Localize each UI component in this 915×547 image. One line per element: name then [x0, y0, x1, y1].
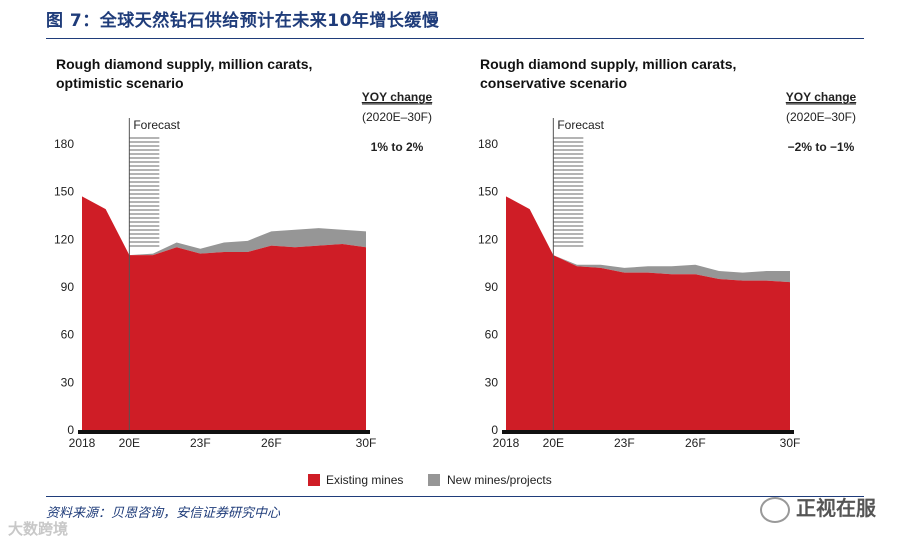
source-note: 资料来源：贝恩咨询，安信证券研究中心	[46, 506, 281, 521]
x-tick-label: 30F	[356, 436, 377, 448]
y-tick-label: 90	[485, 280, 499, 294]
chart-title-line2: optimistic scenario	[56, 75, 184, 91]
y-tick-label: 0	[67, 423, 74, 437]
forecast-label: Forecast	[557, 118, 604, 132]
legend-swatch-existing	[308, 474, 320, 486]
chart-title: Rough diamond supply, million carats, op…	[56, 55, 312, 93]
yoy-period: (2020E–30F)	[786, 110, 856, 124]
legend-label-new: New mines/projects	[447, 473, 552, 487]
footer-divider	[46, 496, 864, 497]
y-tick-label: 30	[61, 375, 75, 389]
yoy-value: 1% to 2%	[371, 140, 424, 154]
chart-title: Rough diamond supply, million carats, co…	[480, 55, 736, 93]
x-tick-label: 26F	[685, 436, 706, 448]
x-tick-label: 2018	[493, 436, 520, 448]
y-tick-label: 150	[54, 185, 74, 199]
area-series-new-mines	[506, 196, 790, 283]
y-tick-label: 150	[478, 185, 498, 199]
yoy-header: YOY change	[362, 90, 433, 104]
x-tick-label: 26F	[261, 436, 282, 448]
x-axis-line	[502, 430, 794, 434]
chart-panel-conservative: Rough diamond supply, million carats, co…	[470, 48, 860, 448]
x-tick-label: 2018	[69, 436, 96, 448]
chart-title-line1: Rough diamond supply, million carats,	[480, 56, 737, 72]
y-tick-label: 120	[54, 232, 74, 246]
y-tick-label: 60	[61, 328, 75, 342]
yoy-period: (2020E–30F)	[362, 110, 432, 124]
y-tick-label: 0	[491, 423, 498, 437]
chart-title-line2: conservative scenario	[480, 75, 628, 91]
x-tick-label: 23F	[614, 436, 635, 448]
area-series-existing-mines	[506, 196, 790, 430]
area-series-existing-mines	[82, 196, 366, 430]
y-tick-label: 30	[485, 375, 499, 389]
watermark-right: 正视在服	[760, 492, 876, 523]
area-chart-optimistic: Forecast 0 30 60 90 120 150 180 2018 20E 23F 26F 30F…	[54, 90, 433, 448]
y-tick-label: 180	[54, 137, 74, 151]
title-divider	[46, 38, 864, 39]
x-tick-label: 20E	[543, 436, 564, 448]
y-tick-label: 180	[478, 137, 498, 151]
yoy-header: YOY change	[786, 90, 857, 104]
y-tick-label: 90	[61, 280, 75, 294]
wechat-icon	[760, 496, 790, 523]
forecast-label: Forecast	[133, 118, 180, 132]
chart-panel-optimistic: Rough diamond supply, million carats, op…	[46, 48, 436, 448]
x-tick-label: 30F	[780, 436, 801, 448]
chart-title-line1: Rough diamond supply, million carats,	[56, 56, 313, 72]
watermark-right-text: 正视在服	[796, 498, 876, 520]
watermark-left: 大数跨境	[8, 521, 69, 538]
y-tick-label: 120	[478, 232, 498, 246]
legend-label-existing: Existing mines	[326, 473, 404, 487]
figure-title: 图 7：全球天然钻石供给预计在未来10年增长缓慢	[46, 11, 440, 31]
y-tick-label: 60	[485, 328, 499, 342]
x-tick-label: 23F	[190, 436, 211, 448]
yoy-value: −2% to −1%	[788, 140, 855, 154]
area-chart-conservative: Forecast 0 30 60 90 120 150 180 2018 20E 23F 26F 30F…	[478, 90, 857, 448]
legend-swatch-new	[428, 474, 440, 486]
x-tick-label: 20E	[119, 436, 140, 448]
x-axis-line	[78, 430, 370, 434]
area-series-new-mines	[82, 196, 366, 256]
